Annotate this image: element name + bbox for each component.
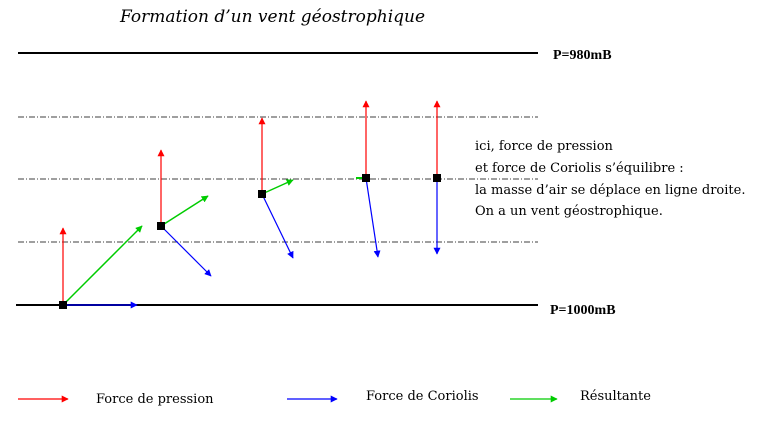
resultant-arrow [160,195,209,227]
legend-coriolis-label: Force de Coriolis [366,389,479,404]
resultant-arrow [62,225,143,306]
note-line-4: On a un vent géostrophique. [475,204,663,219]
air-parcel-marker [157,222,165,230]
legend-resultant-label: Résultante [580,389,651,404]
note-line-2: et force de Coriolis s’équilibre : [475,161,684,176]
air-parcel-marker [59,301,67,309]
explanation-note: ici, force de pression et force de Corio… [475,139,745,219]
air-parcel-marker [362,174,370,182]
air-parcel-4 [356,100,381,258]
air-parcel-3 [258,117,294,259]
coriolis-force-arrow [261,193,294,259]
air-parcel-5 [433,100,441,255]
note-line-3: la masse d’air se déplace en ligne droit… [475,183,745,198]
air-parcel-marker [258,190,266,198]
air-parcel-2 [157,149,212,277]
resultant-arrow [261,179,294,195]
diagram-title: Formation d’un vent géostrophique [119,7,425,27]
coriolis-force-arrow [160,225,212,277]
air-parcel-marker [433,174,441,182]
coriolis-force-arrow [365,177,381,258]
isobar-1000-label: P=1000mB [550,303,616,318]
isobar-980-label: P=980mB [553,48,612,63]
note-line-1: ici, force de pression [475,139,614,154]
legend-pressure-label: Force de pression [96,392,214,407]
air-parcel-1 [59,225,143,309]
legend: Force de pression Force de Coriolis Résu… [18,389,651,407]
